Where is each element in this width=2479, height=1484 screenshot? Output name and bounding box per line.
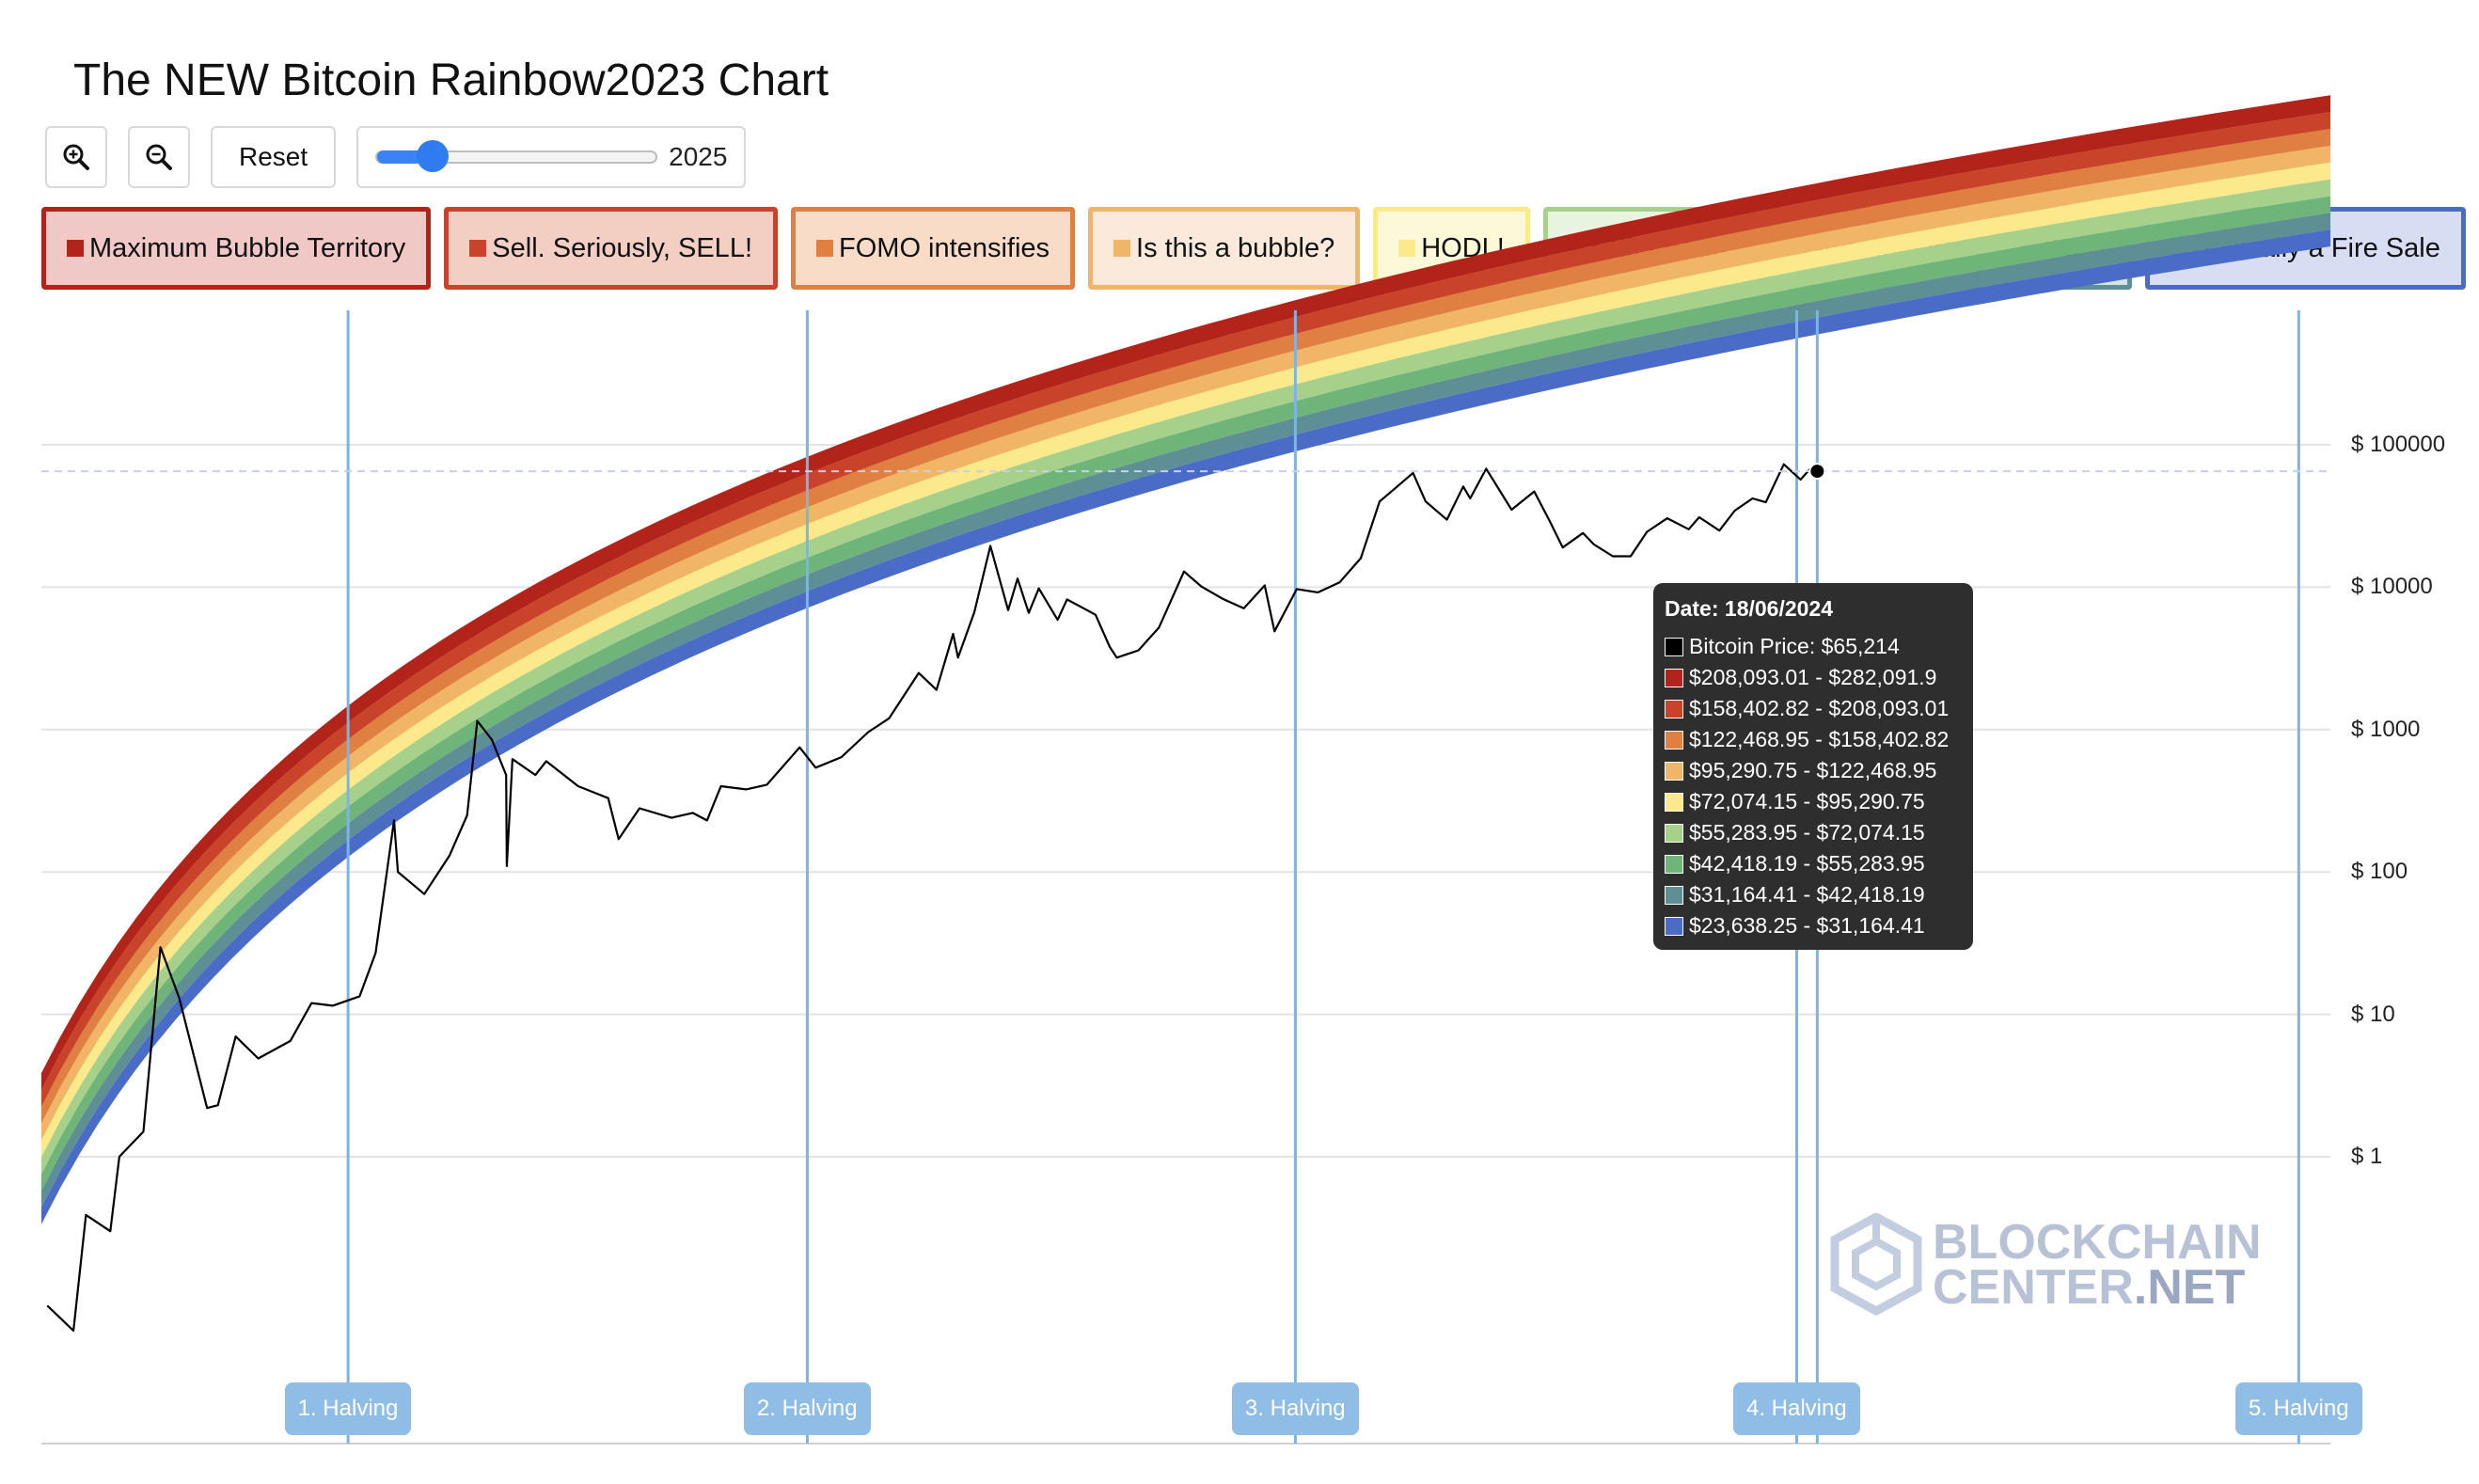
range-text: $23,638.25 - $31,164.41	[1689, 913, 1925, 938]
price-marker	[1808, 463, 1826, 481]
tooltip-date: Date: 18/06/2024	[1665, 596, 1834, 621]
range-swatch	[1665, 761, 1683, 781]
y-tick-label: $ 10000	[2351, 574, 2433, 600]
reset-button[interactable]: Reset	[211, 126, 337, 188]
zoom-out-button[interactable]	[128, 126, 190, 188]
legend-swatch	[1113, 240, 1131, 257]
legend-item[interactable]: Maximum Bubble Territory	[41, 207, 432, 290]
bitcoin-price-line	[46, 463, 1819, 1333]
slider-value: 2025	[669, 142, 728, 171]
legend-swatch	[67, 240, 84, 257]
range-text: $122,468.95 - $158,402.82	[1689, 727, 1950, 751]
watermark-line2: CENTER	[1933, 1260, 2134, 1315]
range-text: $158,402.82 - $208,093.01	[1689, 696, 1950, 720]
range-text: $208,093.01 - $282,091.9	[1689, 665, 1937, 689]
halving-label: 1. Halving	[284, 1382, 412, 1435]
y-tick-label: $ 100000	[2351, 432, 2446, 457]
legend-label: Sell. Seriously, SELL!	[492, 232, 753, 263]
range-text: $42,418.19 - $55,283.95	[1689, 851, 1925, 876]
halving-label: 2. Halving	[743, 1382, 871, 1435]
halving-label: 3. Halving	[1231, 1382, 1359, 1435]
halving-label: 4. Halving	[1732, 1382, 1860, 1435]
chart-tooltip: Date: 18/06/2024 Bitcoin Price: $65,214 …	[1653, 583, 1973, 950]
legend-label: FOMO intensifies	[839, 232, 1050, 263]
range-text: $95,290.75 - $122,468.95	[1689, 758, 1937, 782]
watermark-net: .NET	[2133, 1260, 2246, 1315]
tooltip-range-row: $95,290.75 - $122,468.95	[1665, 755, 1962, 786]
legend-swatch	[816, 240, 834, 257]
range-text: $31,164.41 - $42,418.19	[1689, 882, 1925, 907]
tooltip-range-row: $122,468.95 - $158,402.82	[1665, 724, 1962, 755]
tooltip-ranges: $208,093.01 - $282,091.9 $158,402.82 - $2…	[1665, 662, 1962, 941]
tooltip-range-row: $55,283.95 - $72,074.15	[1665, 817, 1962, 848]
legend-label: Is this a bubble?	[1136, 232, 1335, 263]
price-swatch	[1665, 637, 1683, 656]
y-tick-label: $ 1000	[2351, 716, 2421, 742]
legend-item[interactable]: Sell. Seriously, SELL!	[444, 207, 779, 290]
range-swatch	[1665, 699, 1683, 718]
cube-logo-icon	[1830, 1213, 1922, 1317]
slider-handle[interactable]	[417, 140, 450, 172]
rainbow-band	[41, 162, 2330, 1158]
range-swatch	[1665, 730, 1683, 750]
legend-label: Maximum Bubble Territory	[89, 232, 406, 263]
year-slider[interactable]	[375, 140, 658, 172]
page-title: The NEW Bitcoin Rainbow2023 Chart	[73, 55, 829, 106]
range-text: $72,074.15 - $95,290.75	[1689, 789, 1925, 813]
range-swatch	[1665, 668, 1683, 687]
tooltip-range-row: $72,074.15 - $95,290.75	[1665, 786, 1962, 817]
tooltip-range-row: $31,164.41 - $42,418.19	[1665, 879, 1962, 910]
range-swatch	[1665, 854, 1683, 874]
y-tick-label: $ 1	[2351, 1144, 2383, 1169]
range-swatch	[1665, 885, 1683, 905]
legend-swatch	[469, 240, 487, 257]
tooltip-price-row: Bitcoin Price: $65,214	[1665, 631, 1962, 662]
tooltip-range-row: $158,402.82 - $208,093.01	[1665, 693, 1962, 724]
range-text: $55,283.95 - $72,074.15	[1689, 820, 1925, 845]
halving-label: 5. Halving	[2234, 1382, 2362, 1435]
range-swatch	[1665, 916, 1683, 936]
tooltip-range-row: $208,093.01 - $282,091.9	[1665, 662, 1962, 693]
range-swatch	[1665, 792, 1683, 812]
legend-item[interactable]: FOMO intensifies	[791, 207, 1076, 290]
legend-item[interactable]: Is this a bubble?	[1088, 207, 1361, 290]
range-swatch	[1665, 823, 1683, 843]
tooltip-price: Bitcoin Price: $65,214	[1689, 634, 1900, 658]
tooltip-range-row: $23,638.25 - $31,164.41	[1665, 910, 1962, 941]
zoom-out-icon	[146, 144, 172, 170]
legend-swatch	[1398, 240, 1416, 257]
rainbow-band	[41, 179, 2330, 1175]
tooltip-range-row: $42,418.19 - $55,283.95	[1665, 848, 1962, 879]
blockchaincenter-watermark: BLOCKCHAIN CENTER.NET	[1829, 1213, 2262, 1317]
zoom-in-button[interactable]	[45, 126, 107, 188]
chart-controls: Reset 2025	[45, 126, 747, 188]
year-slider-box: 2025	[356, 126, 747, 188]
y-tick-label: $ 100	[2351, 859, 2408, 885]
y-tick-label: $ 10	[2351, 1001, 2395, 1027]
zoom-in-icon	[63, 144, 89, 170]
watermark-line1: BLOCKCHAIN	[1933, 1215, 2262, 1270]
